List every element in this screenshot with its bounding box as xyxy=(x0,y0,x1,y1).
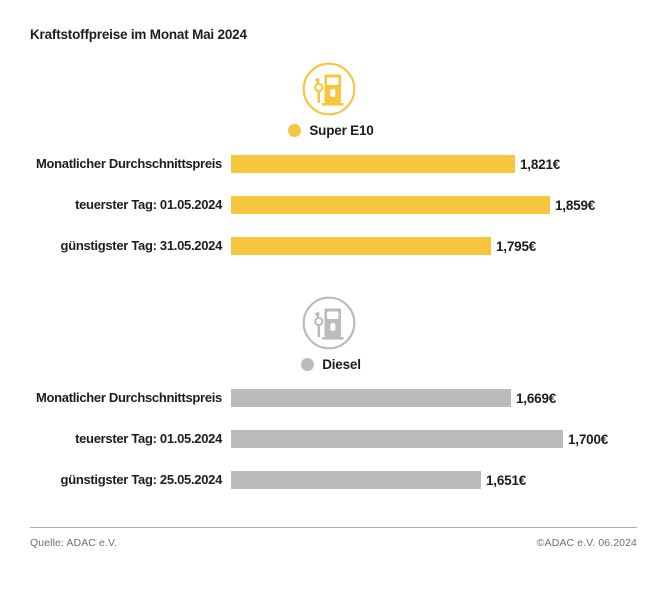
bar xyxy=(231,430,563,448)
page-title: Kraftstoffpreise im Monat Mai 2024 xyxy=(30,27,247,42)
bar-label: teuerster Tag: 01.05.2024 xyxy=(75,197,222,212)
bar-row: teuerster Tag: 01.05.2024 1,700€ xyxy=(0,430,668,448)
legend-label: Diesel xyxy=(322,356,361,372)
legend-super-e10: Super E10 xyxy=(0,122,662,138)
bar xyxy=(231,237,491,255)
legend-diesel: Diesel xyxy=(0,356,662,372)
source-text: Quelle: ADAC e.V. xyxy=(30,537,118,549)
legend-dot xyxy=(288,123,302,137)
bar-label: günstigster Tag: 25.05.2024 xyxy=(60,472,223,487)
bar-value: 1,859€ xyxy=(555,197,596,213)
bar xyxy=(231,471,481,489)
copyright-text: ©ADAC e.V. 06.2024 xyxy=(536,537,637,549)
bar-row: günstigster Tag: 25.05.2024 1,651€ xyxy=(0,471,668,489)
fuel-pump-icon xyxy=(302,296,356,350)
bar-row: Monatlicher Durchschnittspreis 1,821€ xyxy=(0,155,668,173)
bar-value: 1,795€ xyxy=(496,238,537,254)
bar xyxy=(231,155,515,173)
bar-value: 1,669€ xyxy=(516,390,557,406)
footer-divider xyxy=(30,527,637,528)
legend-dot xyxy=(301,357,315,371)
bar-label: Monatlicher Durchschnittspreis xyxy=(35,390,222,405)
bar-value: 1,651€ xyxy=(486,472,527,488)
legend-label: Super E10 xyxy=(309,122,374,138)
fuel-pump-icon xyxy=(302,62,356,116)
bar-label: teuerster Tag: 01.05.2024 xyxy=(75,431,222,446)
bar xyxy=(231,196,550,214)
bar-label: günstigster Tag: 31.05.2024 xyxy=(60,238,223,253)
bar-value: 1,821€ xyxy=(520,156,561,172)
bar-row: teuerster Tag: 01.05.2024 1,859€ xyxy=(0,196,668,214)
bar-row: Monatlicher Durchschnittspreis 1,669€ xyxy=(0,389,668,407)
bar-row: günstigster Tag: 31.05.2024 1,795€ xyxy=(0,237,668,255)
bar-label: Monatlicher Durchschnittspreis xyxy=(35,156,222,171)
bar-value: 1,700€ xyxy=(568,431,609,447)
bar xyxy=(231,389,511,407)
